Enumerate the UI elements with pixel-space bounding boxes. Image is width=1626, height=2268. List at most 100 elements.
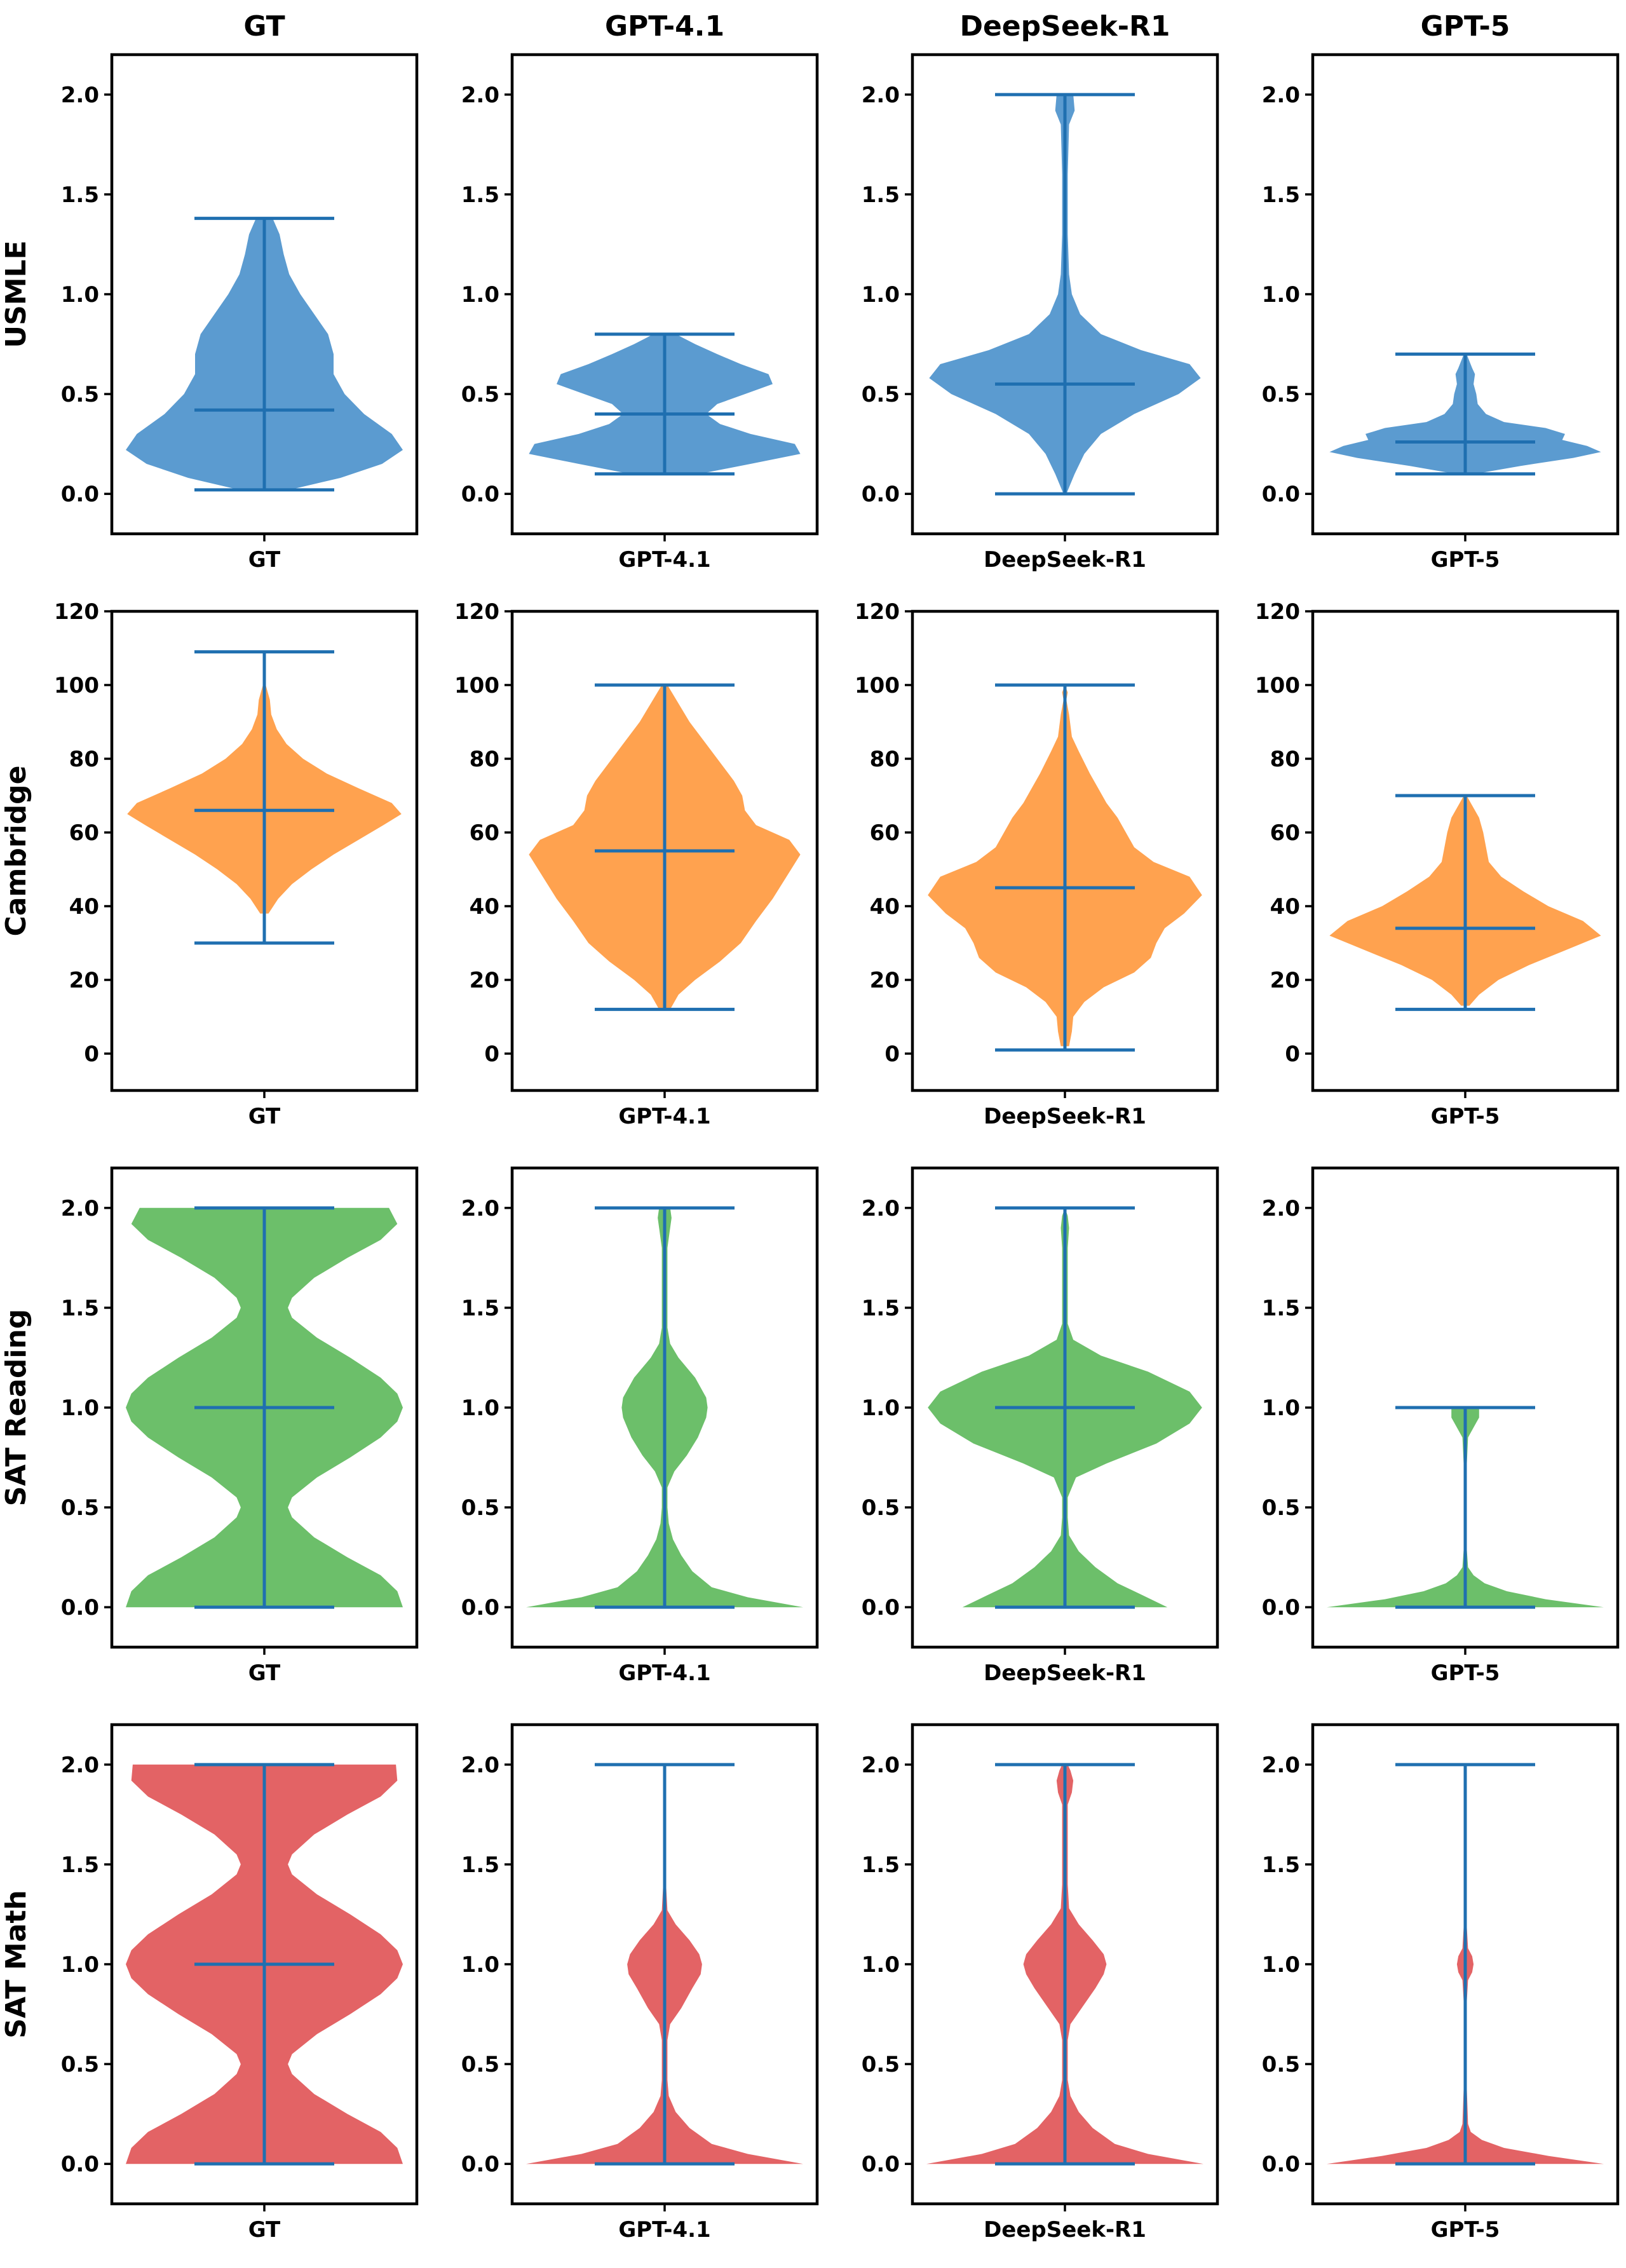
x-tick-label: GPT-4.1 [618,1104,710,1129]
y-tick-label: 1.5 [1262,1852,1300,1878]
y-tick-label: 1.5 [61,182,99,208]
y-tick-label: 0.5 [1262,2052,1300,2077]
y-tick-label: 1.5 [862,1852,900,1878]
y-tick-label: 1.5 [1262,182,1300,208]
y-tick-label: 2.0 [61,1753,99,1778]
panel-cambridge-deepseek-r1: 0 20 40 60 80 100 120 DeepSeek-R1 [855,599,1219,1129]
y-tick-label: 1.5 [862,182,900,208]
y-tick-label: 1.0 [862,1395,900,1421]
y-tick-label: 100 [1255,673,1300,698]
x-tick-label: DeepSeek-R1 [984,547,1146,573]
y-tick-label: 1.0 [862,1952,900,1978]
y-tick-label: 1.5 [461,182,499,208]
y-tick-label: 40 [69,894,99,920]
y-tick-label: 2.0 [461,1753,499,1778]
y-tick-label: 2.0 [461,83,499,108]
y-tick-label: 1.0 [461,282,499,308]
y-tick-label: 60 [69,820,99,846]
y-tick-label: 1.5 [461,1296,499,1321]
y-tick-label: 2.0 [1262,1196,1300,1221]
panel-usmle-gpt-5: 0.0 0.5 1.0 1.5 2.0 GPT-5 [1262,53,1620,573]
y-tick-label: 1.0 [1262,1395,1300,1421]
y-tick-label: 2.0 [61,83,99,108]
x-tick-label: GPT-5 [1431,2217,1500,2243]
y-tick-label: 1.5 [1262,1296,1300,1321]
y-tick-label: 0 [84,1042,99,1067]
y-tick-label: 80 [69,747,99,772]
column-title-deepseek-r1: DeepSeek-R1 [959,10,1170,43]
y-tick-label: 1.0 [862,282,900,308]
x-tick-label: GT [248,1104,281,1129]
y-tick-label: 0.0 [461,482,499,507]
y-tick-label: 0.5 [61,382,99,407]
y-tick-label: 2.0 [862,83,900,108]
x-tick-label: GPT-5 [1431,547,1500,573]
y-tick-label: 1.0 [461,1952,499,1978]
y-tick-label: 1.0 [61,1952,99,1978]
y-tick-label: 80 [870,747,900,772]
panel-cambridge-gpt-4-1: 0 20 40 60 80 100 120 GPT-4.1 [454,599,819,1129]
y-tick-label: 0.5 [461,1495,499,1521]
row-title-sat-math: SAT Math [0,1890,32,2039]
y-tick-label: 20 [69,968,99,993]
y-tick-label: 0.0 [862,2152,900,2177]
y-tick-label: 0.0 [61,2152,99,2177]
panel-sat-reading-gt: 0.0 0.5 1.0 1.5 2.0 GT [61,1166,419,1686]
y-tick-label: 40 [1270,894,1300,920]
y-tick-label: 0.0 [1262,482,1300,507]
panel-sat-reading-deepseek-r1: 0.0 0.5 1.0 1.5 2.0 DeepSeek-R1 [862,1166,1219,1686]
y-tick-label: 2.0 [862,1753,900,1778]
panel-sat-reading-gpt-5: 0.0 0.5 1.0 1.5 2.0 GPT-5 [1262,1166,1620,1686]
y-tick-label: 80 [1270,747,1300,772]
y-tick-label: 1.0 [61,282,99,308]
panel-cambridge-gpt-5: 0 20 40 60 80 100 120 GPT-5 [1255,599,1620,1129]
y-tick-label: 80 [470,747,499,772]
y-tick-label: 0 [884,1042,900,1067]
y-tick-label: 0 [484,1042,499,1067]
x-tick-label: GPT-4.1 [618,2217,710,2243]
y-tick-label: 0 [1285,1042,1300,1067]
y-tick-label: 0.0 [61,1595,99,1620]
x-tick-label: DeepSeek-R1 [984,1660,1146,1686]
y-tick-label: 20 [470,968,499,993]
y-tick-label: 0.0 [61,482,99,507]
panel-sat-math-gpt-4-1: 0.0 0.5 1.0 1.5 2.0 GPT-4.1 [461,1723,819,2243]
x-tick-label: GPT-4.1 [618,1660,710,1686]
panel-usmle-gt: 0.0 0.5 1.0 1.5 2.0 GT [61,53,419,573]
x-tick-label: GT [248,2217,281,2243]
y-tick-label: 20 [870,968,900,993]
x-tick-label: DeepSeek-R1 [984,2217,1146,2243]
y-tick-label: 0.0 [1262,2152,1300,2177]
panel-sat-reading-gpt-4-1: 0.0 0.5 1.0 1.5 2.0 GPT-4.1 [461,1166,819,1686]
x-tick-label: GT [248,547,281,573]
y-tick-label: 0.5 [862,382,900,407]
plots-layer: GT GPT-4.1 DeepSeek-R1 GPT-5 USMLE 0.0 0.5 1.0 1… [0,10,1620,2243]
y-tick-label: 1.0 [1262,1952,1300,1978]
panel-sat-math-deepseek-r1: 0.0 0.5 1.0 1.5 2.0 DeepSeek-R1 [862,1723,1219,2243]
y-tick-label: 1.5 [61,1852,99,1878]
y-tick-label: 40 [870,894,900,920]
y-tick-label: 100 [54,673,99,698]
column-title-gpt-4-1: GPT-4.1 [605,10,724,43]
y-tick-label: 2.0 [1262,1753,1300,1778]
y-tick-label: 0.5 [862,2052,900,2077]
x-tick-label: GPT-5 [1431,1104,1500,1129]
column-title-gt: GT [243,10,285,43]
y-tick-label: 0.5 [61,1495,99,1521]
y-tick-label: 0.0 [1262,1595,1300,1620]
y-tick-label: 0.0 [461,1595,499,1620]
y-tick-label: 2.0 [61,1196,99,1221]
y-tick-label: 1.5 [862,1296,900,1321]
y-tick-label: 120 [1255,599,1300,625]
y-tick-label: 0.5 [461,382,499,407]
y-tick-label: 60 [470,820,499,846]
y-tick-label: 0.5 [461,2052,499,2077]
panel-usmle-gpt-4-1: 0.0 0.5 1.0 1.5 2.0 GPT-4.1 [461,53,819,573]
x-tick-label: GPT-5 [1431,1660,1500,1686]
y-tick-label: 2.0 [1262,83,1300,108]
y-tick-label: 60 [870,820,900,846]
y-tick-label: 1.0 [1262,282,1300,308]
y-tick-label: 20 [1270,968,1300,993]
y-tick-label: 2.0 [862,1196,900,1221]
